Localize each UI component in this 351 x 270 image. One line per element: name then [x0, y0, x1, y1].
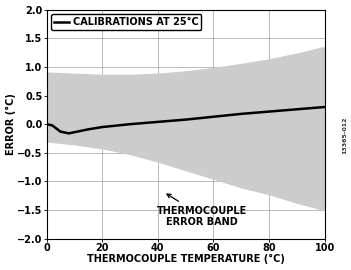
Y-axis label: ERROR (°C): ERROR (°C) — [6, 93, 16, 155]
Text: 13365-012: 13365-012 — [343, 116, 347, 154]
Legend: CALIBRATIONS AT 25°C: CALIBRATIONS AT 25°C — [52, 14, 201, 30]
Text: THERMOCOUPLE
ERROR BAND: THERMOCOUPLE ERROR BAND — [157, 194, 247, 227]
X-axis label: THERMOCOUPLE TEMPERATURE (°C): THERMOCOUPLE TEMPERATURE (°C) — [87, 254, 285, 264]
